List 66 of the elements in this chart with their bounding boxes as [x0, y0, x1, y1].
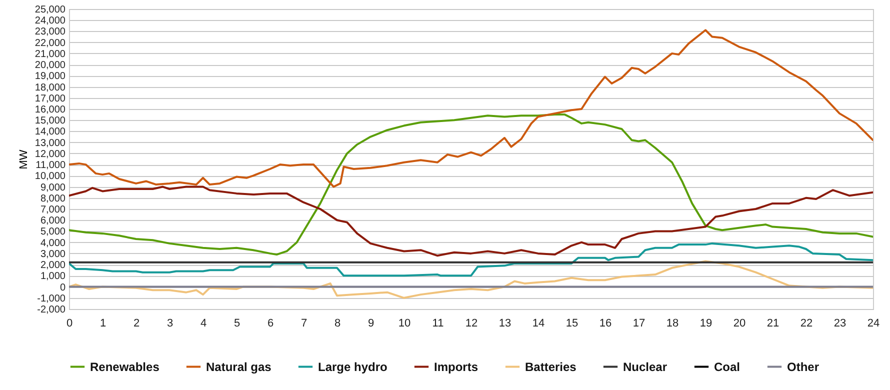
- y-tick-label: 25,000: [34, 4, 66, 16]
- x-tick-label: 15: [566, 318, 578, 330]
- y-tick-label: 15,000: [34, 116, 66, 127]
- y-tick-label: 22,000: [34, 38, 66, 49]
- y-tick-label: -1,000: [37, 293, 66, 304]
- x-tick-label: 8: [334, 318, 341, 330]
- x-tick-label: 14: [532, 318, 545, 330]
- legend-label: Large hydro: [318, 360, 388, 374]
- x-tick-label: 2: [133, 318, 140, 330]
- y-tick-label: 21,000: [34, 48, 66, 60]
- legend-label: Coal: [714, 360, 740, 374]
- x-tick-label: 7: [300, 318, 308, 330]
- y-tick-label: 0: [60, 282, 66, 294]
- x-tick-label: 9: [368, 318, 374, 330]
- x-tick-label: 11: [432, 318, 444, 330]
- legend-label: Nuclear: [623, 360, 668, 374]
- y-tick-label: 12,000: [34, 148, 66, 160]
- y-tick-label: 8,000: [40, 193, 66, 204]
- x-tick-label: 23: [834, 318, 846, 330]
- x-tick-label: 19: [700, 318, 712, 330]
- line-series: [69, 242, 873, 277]
- legend-label: Other: [787, 360, 820, 374]
- y-tick-label: 19,000: [34, 71, 66, 82]
- x-tick-label: 13: [498, 318, 512, 330]
- y-tick-label: 23,000: [34, 26, 66, 38]
- x-tick-label: 1: [100, 318, 106, 330]
- y-tick-label: 24,000: [34, 16, 66, 27]
- x-tick-label: 20: [733, 318, 746, 330]
- y-axis-title: MW: [18, 149, 30, 170]
- y-tick-label: 18,000: [34, 82, 66, 94]
- line-series: [69, 114, 873, 256]
- y-tick-label: 7,000: [40, 204, 66, 216]
- legend-label: Natural gas: [206, 360, 272, 374]
- legend-label: Renewables: [90, 360, 160, 374]
- y-tick-label: 11,000: [36, 160, 66, 172]
- x-tick-label: 24: [867, 318, 880, 330]
- y-tick-label: 2,000: [40, 260, 66, 272]
- y-tick-label: 6,000: [40, 216, 66, 227]
- y-tick-label: 1,000: [40, 271, 66, 282]
- x-tick-label: 5: [234, 318, 240, 330]
- x-tick-label: 10: [398, 318, 411, 330]
- y-tick-label: 13,000: [34, 138, 66, 149]
- y-tick-label: 17,000: [34, 93, 66, 104]
- y-tick-label: 9,000: [40, 182, 66, 194]
- x-tick-label: 18: [666, 318, 679, 330]
- y-tick-label: 4,000: [40, 238, 66, 249]
- x-tick-label: 6: [267, 318, 274, 330]
- legend-label: Batteries: [525, 360, 577, 374]
- y-tick-label: 3,000: [40, 248, 66, 260]
- line-series: [69, 186, 873, 257]
- x-tick-label: 12: [465, 318, 478, 330]
- legend-label: Imports: [434, 360, 478, 374]
- x-tick-label: 22: [800, 318, 813, 330]
- x-tick-label: 4: [200, 318, 207, 330]
- x-tick-label: 3: [166, 318, 174, 330]
- line-series: [69, 260, 873, 299]
- x-tick-label: 21: [766, 318, 780, 330]
- y-tick-label: 14,000: [34, 126, 66, 138]
- y-tick-label: 10,000: [34, 171, 66, 182]
- x-tick-label: 16: [599, 318, 612, 330]
- y-tick-label: -2,000: [37, 304, 66, 316]
- y-tick-label: 5,000: [40, 226, 66, 238]
- line-series: [69, 29, 873, 188]
- y-tick-label: 16,000: [34, 104, 66, 116]
- x-tick-label: 17: [632, 318, 646, 330]
- y-tick-label: 20,000: [34, 60, 66, 72]
